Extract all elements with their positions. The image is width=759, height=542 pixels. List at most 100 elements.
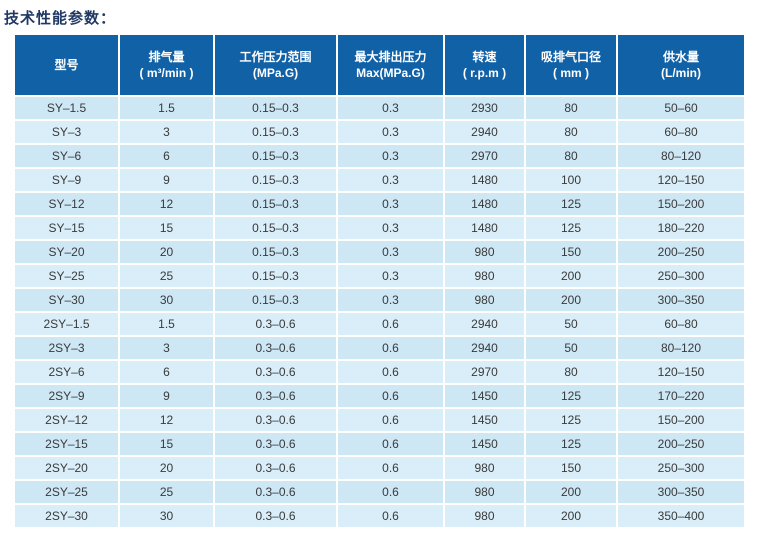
table-cell: 350–400	[618, 505, 744, 527]
table-cell: 0.3	[338, 289, 443, 311]
table-row: SY–6 6 0.15–0.3 0.3 2970 80 80–120	[15, 145, 744, 167]
table-cell: 6	[120, 361, 213, 383]
model-cell: 2SY–6	[15, 361, 118, 383]
table-cell: 300–350	[618, 289, 744, 311]
model-cell: SY–9	[15, 169, 118, 191]
table-cell: 0.3–0.6	[215, 457, 336, 479]
table-cell: 980	[445, 457, 524, 479]
table-cell: 250–300	[618, 457, 744, 479]
table-cell: 0.3	[338, 145, 443, 167]
header-label-line2: (MPa.G)	[252, 66, 299, 80]
table-cell: 0.6	[338, 313, 443, 335]
model-cell: 2SY–15	[15, 433, 118, 455]
table-row: SY–30 30 0.15–0.3 0.3 980 200 300–350	[15, 289, 744, 311]
table-cell: 2930	[445, 97, 524, 119]
model-cell: 2SY–1.5	[15, 313, 118, 335]
table-cell: 1.5	[120, 97, 213, 119]
table-cell: 9	[120, 385, 213, 407]
table-cell: 0.6	[338, 337, 443, 359]
table-cell: 150	[526, 457, 616, 479]
table-cell: 0.3	[338, 97, 443, 119]
table-cell: 3	[120, 337, 213, 359]
table-row: SY–1.5 1.5 0.15–0.3 0.3 2930 80 50–60	[15, 97, 744, 119]
table-cell: 250–300	[618, 265, 744, 287]
table-cell: 980	[445, 241, 524, 263]
table-cell: 100	[526, 169, 616, 191]
table-cell: 2970	[445, 145, 524, 167]
table-cell: 180–220	[618, 217, 744, 239]
table-cell: 80–120	[618, 145, 744, 167]
table-cell: 0.6	[338, 457, 443, 479]
table-cell: 60–80	[618, 313, 744, 335]
header-label-line2: (L/min)	[661, 66, 701, 80]
table-cell: 80	[526, 361, 616, 383]
spec-table-body: SY–1.5 1.5 0.15–0.3 0.3 2930 80 50–60 SY–3 3 0.15…	[15, 97, 744, 527]
header-cell: 工作压力范围 (MPa.G)	[215, 35, 336, 95]
table-row: 2SY–6 6 0.3–0.6 0.6 2970 80 120–150	[15, 361, 744, 383]
table-row: 2SY–30 30 0.3–0.6 0.6 980 200 350–400	[15, 505, 744, 527]
table-cell: 30	[120, 289, 213, 311]
header-label-line2: ( mm )	[553, 66, 589, 80]
table-cell: 0.3	[338, 121, 443, 143]
table-row: 2SY–3 3 0.3–0.6 0.6 2940 50 80–120	[15, 337, 744, 359]
table-cell: 0.6	[338, 361, 443, 383]
table-cell: 80	[526, 97, 616, 119]
table-cell: 120–150	[618, 169, 744, 191]
model-cell: SY–6	[15, 145, 118, 167]
table-cell: 0.3–0.6	[215, 409, 336, 431]
table-cell: 980	[445, 481, 524, 503]
table-cell: 125	[526, 217, 616, 239]
header-label-line2: ( m³/min )	[139, 66, 194, 80]
header-cell: 最大排出压力 Max(MPa.G)	[338, 35, 443, 95]
header-label-line2: Max(MPa.G)	[356, 66, 425, 80]
table-row: 2SY–1.5 1.5 0.3–0.6 0.6 2940 50 60–80	[15, 313, 744, 335]
header-cell: 型号	[15, 35, 118, 95]
table-cell: 50	[526, 313, 616, 335]
table-cell: 200	[526, 265, 616, 287]
model-cell: SY–12	[15, 193, 118, 215]
table-cell: 125	[526, 193, 616, 215]
table-cell: 0.3	[338, 193, 443, 215]
table-cell: 50	[526, 337, 616, 359]
model-cell: 2SY–3	[15, 337, 118, 359]
table-cell: 0.3	[338, 265, 443, 287]
table-cell: 1480	[445, 217, 524, 239]
header-label-line1: 最大排出压力	[354, 50, 427, 64]
table-cell: 0.3–0.6	[215, 361, 336, 383]
table-cell: 3	[120, 121, 213, 143]
table-cell: 150–200	[618, 193, 744, 215]
table-cell: 150	[526, 241, 616, 263]
model-cell: 2SY–25	[15, 481, 118, 503]
model-cell: 2SY–20	[15, 457, 118, 479]
table-cell: 200	[526, 481, 616, 503]
table-cell: 120–150	[618, 361, 744, 383]
table-cell: 0.15–0.3	[215, 97, 336, 119]
table-cell: 15	[120, 433, 213, 455]
header-label-line1: 型号	[54, 58, 79, 72]
table-cell: 0.3–0.6	[215, 505, 336, 527]
table-cell: 60–80	[618, 121, 744, 143]
table-cell: 0.3	[338, 169, 443, 191]
header-cell: 排气量 ( m³/min )	[120, 35, 213, 95]
table-cell: 0.15–0.3	[215, 217, 336, 239]
table-cell: 125	[526, 433, 616, 455]
header-label-line1: 转速	[472, 50, 497, 64]
table-cell: 200	[526, 289, 616, 311]
table-cell: 2970	[445, 361, 524, 383]
table-row: SY–25 25 0.15–0.3 0.3 980 200 250–300	[15, 265, 744, 287]
model-cell: SY–30	[15, 289, 118, 311]
table-cell: 1.5	[120, 313, 213, 335]
table-row: 2SY–12 12 0.3–0.6 0.6 1450 125 150–200	[15, 409, 744, 431]
header-cell: 转速 ( r.p.m )	[445, 35, 524, 95]
header-label-line1: 供水量	[662, 50, 699, 64]
header-label-line1: 工作压力范围	[239, 50, 312, 64]
table-cell: 25	[120, 481, 213, 503]
table-cell: 170–220	[618, 385, 744, 407]
table-cell: 6	[120, 145, 213, 167]
table-cell: 80	[526, 121, 616, 143]
table-cell: 12	[120, 193, 213, 215]
table-cell: 0.6	[338, 385, 443, 407]
page-title: 技术性能参数：	[4, 10, 117, 27]
table-cell: 0.15–0.3	[215, 121, 336, 143]
